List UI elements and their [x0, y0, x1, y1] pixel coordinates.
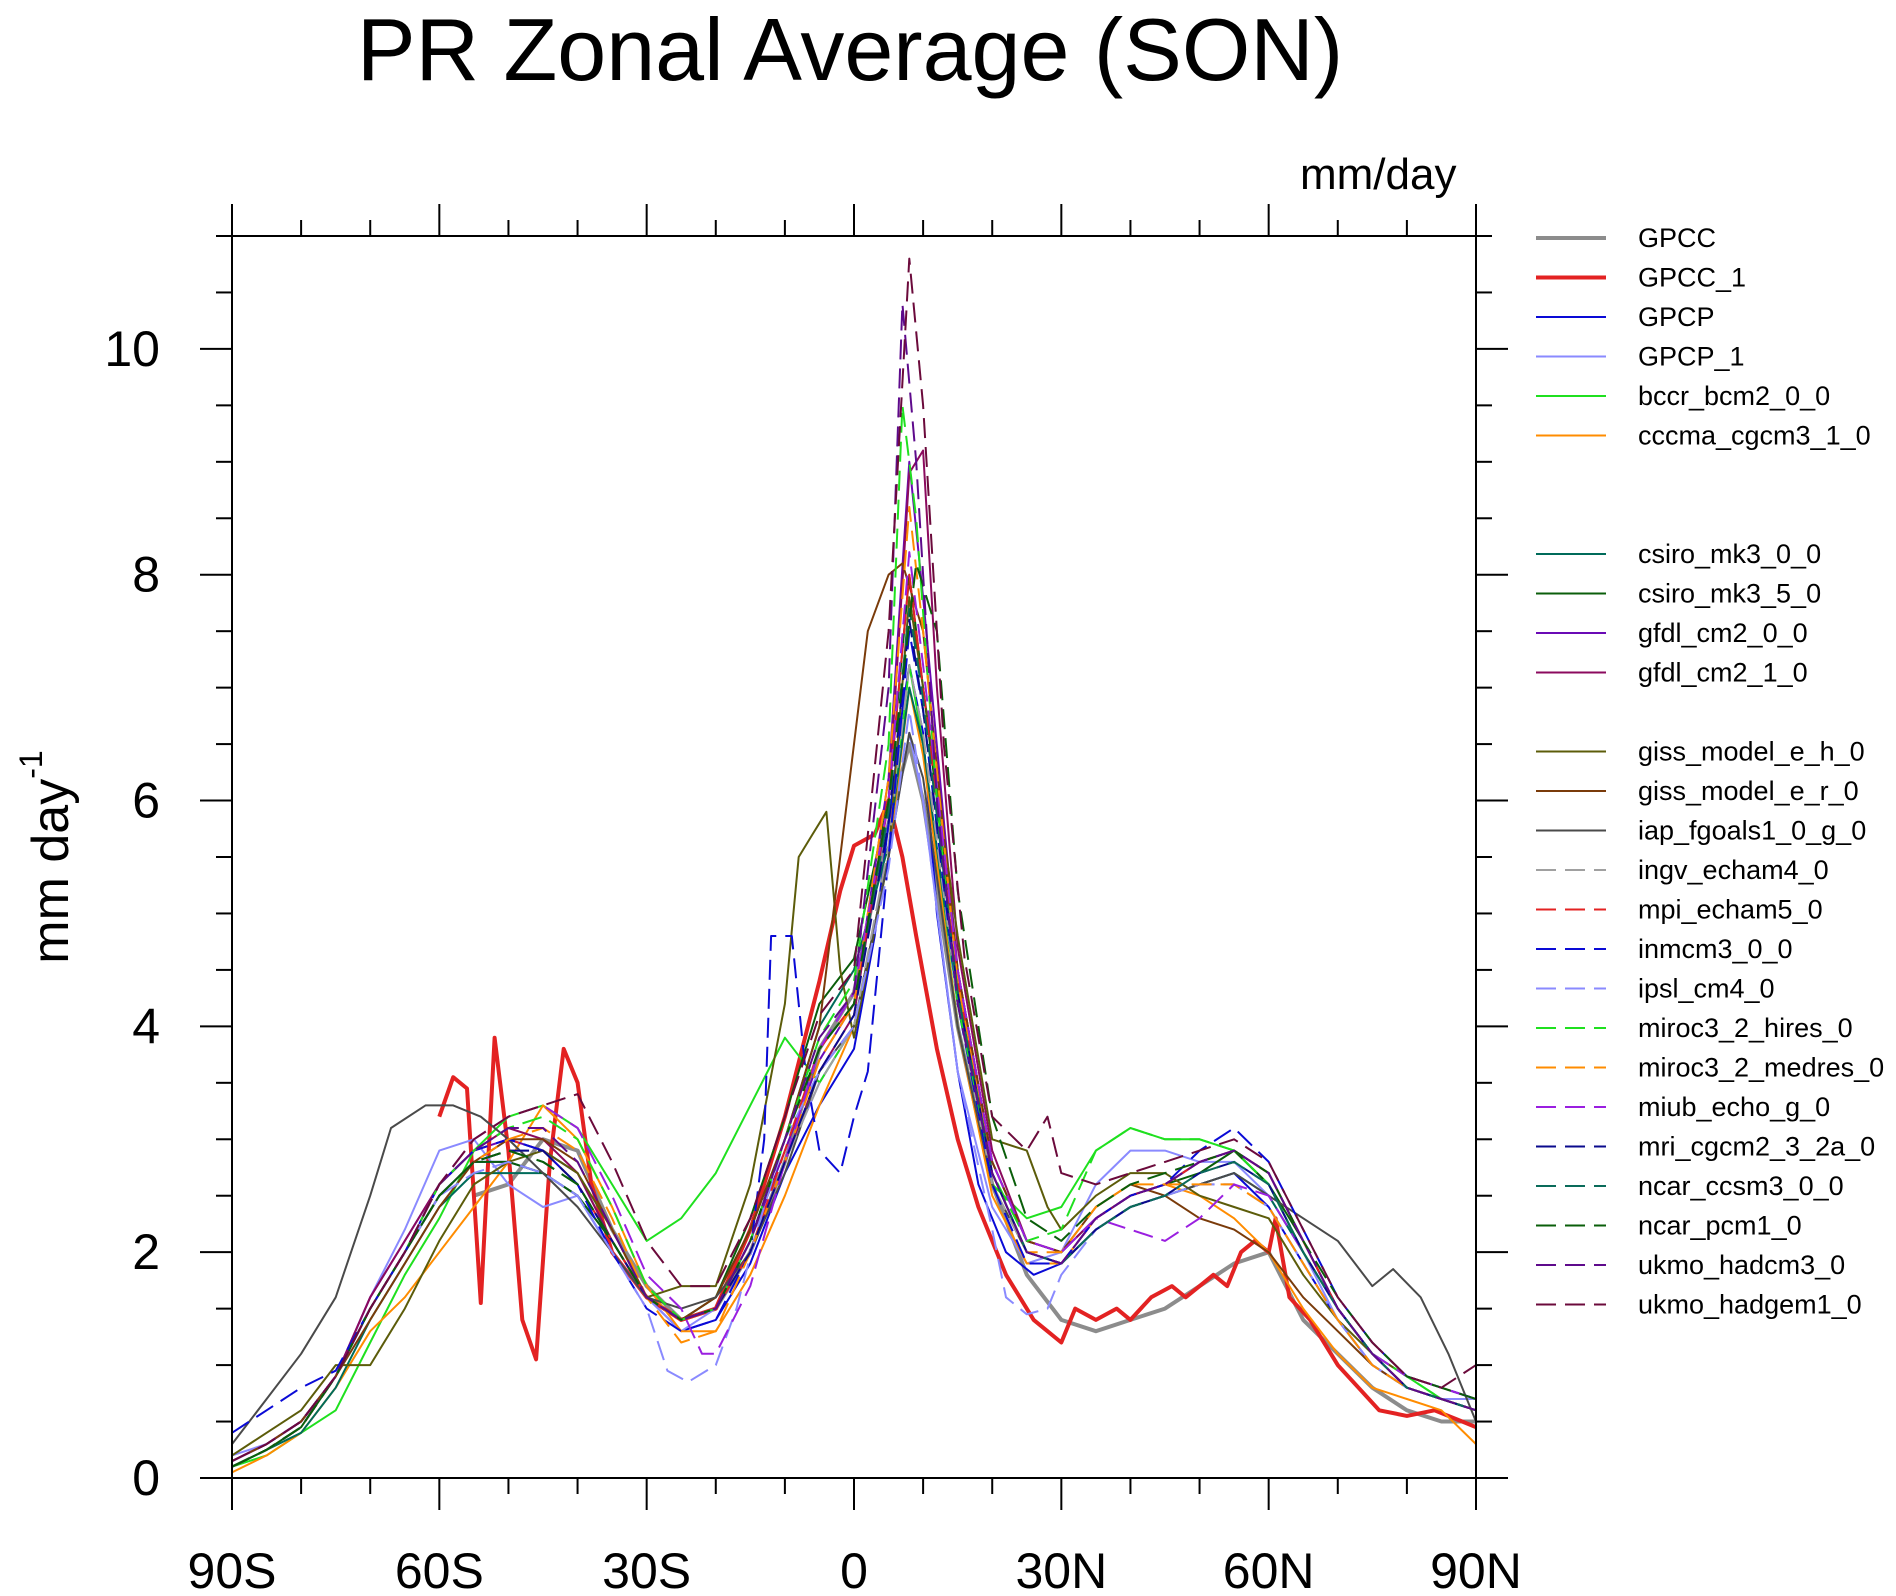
series-line: [231, 573, 1477, 1468]
x-tick-label: 90S: [188, 1543, 277, 1596]
y-tick-label: 10: [104, 321, 160, 377]
series-line: [231, 562, 1477, 1468]
series-line: [231, 731, 1477, 1445]
legend-label: ukmo_hadcm3_0: [1638, 1250, 1845, 1280]
legend-label: ipsl_cm4_0: [1638, 974, 1775, 1004]
page-title: PR Zonal Average (SON): [356, 0, 1344, 99]
legend-label: mri_cgcm2_3_2a_0: [1638, 1132, 1875, 1162]
series-line: [231, 257, 1477, 1462]
x-tick-label: 0: [840, 1543, 868, 1596]
legend: GPCC GPCC_1 GPCP GPCP_1 bccr_bcm2_0_0 cccma_c…: [1536, 223, 1884, 1320]
legend-label: ukmo_hadgem1_0: [1638, 1290, 1862, 1320]
axis-ticks: [200, 204, 1508, 1510]
legend-label: mpi_echam5_0: [1638, 895, 1823, 925]
axis-tick-labels: 90S 60S 30S 0 30N 60N 90N 0 2 4 6 8 10: [104, 321, 1521, 1596]
x-tick-label: 60N: [1223, 1543, 1315, 1596]
series-line: [231, 664, 1477, 1468]
y-axis-label-superscript: -1: [13, 750, 49, 778]
series-line: [231, 302, 1477, 1462]
x-tick-label: 90N: [1430, 1543, 1522, 1596]
legend-label: ncar_ccsm3_0_0: [1638, 1171, 1844, 1201]
y-axis-label: mm day-1: [13, 750, 80, 963]
units-label: mm/day: [1300, 150, 1457, 199]
legend-label: GPCP_1: [1638, 342, 1745, 372]
series-line: [231, 664, 1477, 1462]
x-tick-label: 30S: [602, 1543, 691, 1596]
legend-label: GPCP: [1638, 302, 1715, 332]
legend-label: giss_model_e_r_0: [1638, 776, 1859, 806]
x-tick-label: 60S: [395, 1543, 484, 1596]
series-line: [231, 573, 1477, 1468]
legend-label: inmcm3_0_0: [1638, 934, 1793, 964]
legend-label: csiro_mk3_0_0: [1638, 539, 1821, 569]
series-lines: [231, 257, 1477, 1474]
y-tick-label: 0: [132, 1450, 160, 1506]
legend-label: cccma_cgcm3_1_0: [1638, 421, 1871, 451]
y-tick-label: 4: [132, 998, 160, 1054]
y-tick-label: 6: [132, 773, 160, 829]
series-line: [231, 404, 1477, 1468]
series-line: [231, 664, 1477, 1468]
legend-label: csiro_mk3_5_0: [1638, 579, 1821, 609]
plot-frame: [231, 235, 1477, 1479]
legend-label: gfdl_cm2_1_0: [1638, 658, 1808, 688]
legend-label: GPCC_1: [1638, 263, 1746, 293]
series-line: [231, 709, 1477, 1462]
series-line: [231, 731, 1476, 1457]
y-tick-label: 8: [132, 547, 160, 603]
y-axis-label-text: mm day: [22, 779, 80, 964]
legend-label: miroc3_2_hires_0: [1638, 1013, 1853, 1043]
legend-label: miroc3_2_medres_0: [1638, 1053, 1884, 1083]
legend-label: ncar_pcm1_0: [1638, 1211, 1802, 1241]
legend-label: bccr_bcm2_0_0: [1638, 381, 1830, 411]
series-line: [231, 596, 1477, 1457]
legend-label: miub_echo_g_0: [1638, 1092, 1830, 1122]
legend-label: gfdl_cm2_0_0: [1638, 618, 1808, 648]
series-line: [231, 551, 1477, 1462]
legend-label: ingv_echam4_0: [1638, 855, 1829, 885]
y-tick-label: 2: [132, 1224, 160, 1280]
legend-label: iap_fgoals1_0_g_0: [1638, 816, 1866, 846]
series-line: [231, 686, 1477, 1468]
legend-label: GPCC: [1638, 223, 1716, 253]
legend-label: giss_model_e_h_0: [1638, 737, 1865, 767]
x-tick-label: 30N: [1015, 1543, 1107, 1596]
series-line: [231, 686, 1477, 1474]
